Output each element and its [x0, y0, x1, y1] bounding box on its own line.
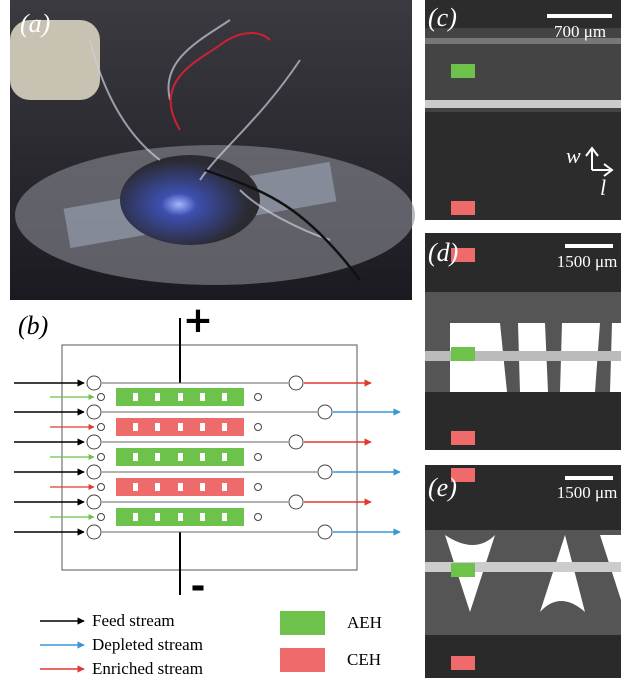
hydrogel [222, 423, 227, 431]
channel-part [254, 393, 262, 401]
panel-label: (a) [20, 9, 50, 38]
scale-bar-label: 1500 μm [557, 483, 618, 502]
hydrogel [155, 393, 160, 401]
hydrogel [133, 423, 138, 431]
hydrogel [178, 393, 183, 401]
hydrogel [222, 393, 227, 401]
hydrogel [200, 453, 205, 461]
hydrogel [178, 483, 183, 491]
panel-label: (d) [428, 238, 458, 267]
channel-part [86, 524, 102, 540]
hydrogel [222, 453, 227, 461]
panel-label: (b) [18, 311, 48, 340]
hydrogel [178, 423, 183, 431]
channel-part [86, 464, 102, 480]
channel-part [288, 375, 304, 391]
legend-text: Enriched stream [92, 659, 203, 678]
hydrogel [133, 393, 138, 401]
scale-bar-label: 1500 μm [557, 252, 618, 271]
channel-part [288, 434, 304, 450]
hydrogel [222, 513, 227, 521]
hydrogel [155, 483, 160, 491]
channel-part [97, 423, 105, 431]
plus-sign: + [183, 300, 213, 341]
hydrogel [200, 513, 205, 521]
channel-part [254, 423, 262, 431]
channel-part [254, 513, 262, 521]
scale-bar-label: 700 μm [554, 22, 606, 41]
axis-label: l [600, 175, 606, 200]
channel-part [97, 453, 105, 461]
hydrogel [133, 513, 138, 521]
channel-part [86, 434, 102, 450]
legend-text: Depleted stream [92, 635, 203, 654]
legend-text: AEH [347, 613, 382, 632]
channel-part [254, 483, 262, 491]
legend-text: CEH [347, 650, 381, 669]
axis-label: w [566, 143, 581, 168]
channel-part [254, 453, 262, 461]
channel-part [288, 494, 304, 510]
hydrogel [222, 483, 227, 491]
channel-part [317, 464, 333, 480]
micrograph-d [425, 233, 621, 450]
channel-part [86, 404, 102, 420]
hydrogel [200, 393, 205, 401]
micrograph-e [425, 465, 621, 678]
legend: Feed stream Depleted stream Enriched str… [40, 611, 382, 678]
channel-part [317, 404, 333, 420]
channel-part [97, 513, 105, 521]
photo-a [10, 0, 415, 300]
channel-part [86, 494, 102, 510]
channel-part [97, 483, 105, 491]
minus-sign: - [191, 566, 206, 607]
hydrogel [155, 423, 160, 431]
channels [14, 375, 401, 540]
hydrogel [133, 483, 138, 491]
legend-text: Feed stream [92, 611, 175, 630]
micrograph-c [425, 0, 621, 220]
channel-part [86, 375, 102, 391]
hydrogel [133, 453, 138, 461]
channel-part [97, 393, 105, 401]
hydrogel [200, 483, 205, 491]
hydrogel [200, 423, 205, 431]
panel-label: (e) [428, 473, 457, 502]
hydrogel [178, 453, 183, 461]
hydrogel [155, 513, 160, 521]
hydrogel [155, 453, 160, 461]
panel-label: (c) [428, 3, 457, 32]
hydrogel [178, 513, 183, 521]
channel-part [317, 524, 333, 540]
